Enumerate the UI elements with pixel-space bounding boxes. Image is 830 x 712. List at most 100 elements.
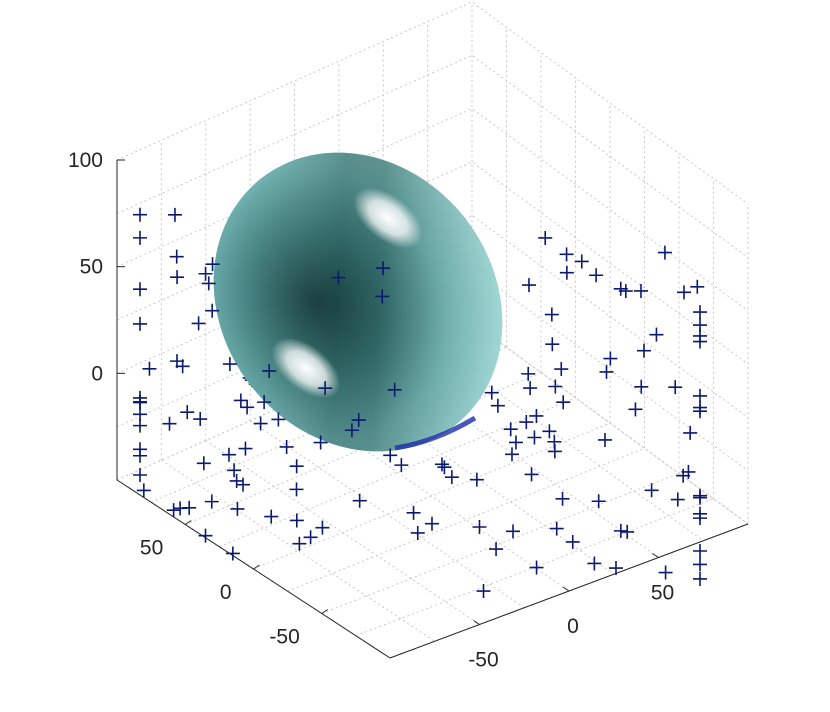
- scatter-point: [236, 477, 251, 492]
- scatter-point: [506, 524, 521, 539]
- scatter-point: [521, 366, 536, 381]
- scatter-point: [556, 395, 571, 410]
- y-tick-label: 50: [140, 537, 163, 560]
- scatter-point: [271, 412, 286, 427]
- scatter-point: [597, 432, 612, 447]
- y-tick: [184, 520, 192, 525]
- scatter-point: [690, 279, 705, 294]
- scatter-point: [222, 357, 237, 372]
- scatter-point: [620, 524, 635, 539]
- scatter-point: [313, 435, 328, 450]
- z-axis-tick-labels: 0 50 100: [68, 149, 103, 385]
- scatter-point: [559, 247, 574, 262]
- scatter-point: [693, 488, 707, 503]
- y-axis-tick-labels: -50 0 50: [140, 537, 300, 649]
- scatter-point: [169, 354, 184, 369]
- grid-line: [249, 420, 525, 609]
- scatter-point: [603, 351, 618, 366]
- scatter-point: [133, 316, 147, 331]
- scatter-point: [375, 289, 390, 304]
- scatter-point: [633, 283, 648, 298]
- scatter-point: [469, 472, 484, 487]
- scatter-point: [693, 557, 707, 572]
- scatter-point: [484, 385, 499, 400]
- grid-line: [116, 214, 749, 418]
- scatter-point: [668, 380, 683, 395]
- scatter-point: [198, 528, 213, 543]
- scatter-point: [555, 491, 570, 506]
- scatter-point: [180, 405, 195, 420]
- z-tick-label: 100: [68, 149, 103, 172]
- scatter-point: [693, 571, 707, 586]
- scatter-point: [318, 381, 333, 396]
- scatter-point: [437, 460, 452, 475]
- scatter-point: [225, 546, 240, 561]
- scatter-point: [221, 447, 236, 462]
- scatter-point: [162, 416, 177, 431]
- scatter-point: [591, 494, 606, 509]
- scatter-point: [649, 327, 664, 342]
- grid-line: [253, 422, 611, 570]
- scatter-point: [257, 395, 272, 410]
- scatter-point: [542, 424, 557, 439]
- scatter-point: [424, 516, 439, 531]
- scatter-point: [489, 542, 504, 557]
- scatter-point: [201, 276, 216, 291]
- scatter-point: [133, 395, 147, 410]
- grid-line: [287, 447, 645, 592]
- scatter-point: [233, 393, 248, 408]
- scatter-point: [657, 245, 672, 260]
- scatter-point: [227, 463, 242, 478]
- scatter-point: [693, 318, 707, 333]
- scatter-point: [599, 364, 614, 379]
- scatter-point: [133, 207, 147, 222]
- scatter-point: [264, 509, 279, 524]
- scatter-point: [549, 521, 564, 536]
- x-tick: [562, 586, 570, 592]
- scatter-point: [527, 430, 542, 445]
- y-tick: [321, 609, 329, 614]
- scatter-point: [529, 560, 544, 575]
- scatter-point: [142, 361, 157, 376]
- scatter-point: [352, 493, 367, 508]
- scatter-point: [490, 398, 505, 413]
- scatter-point: [634, 379, 649, 394]
- scatter-point: [693, 334, 707, 349]
- scatter-point: [538, 230, 553, 245]
- scatter-point: [476, 584, 491, 599]
- scatter-point: [279, 439, 294, 454]
- scatter-point: [133, 418, 147, 433]
- scatter-point: [677, 285, 692, 300]
- x-tick-label: 0: [567, 615, 579, 638]
- scatter-point: [613, 523, 628, 538]
- grid-line: [116, 268, 749, 472]
- grid-line: [471, 321, 749, 525]
- scatter-point: [521, 278, 536, 293]
- scatter-point: [670, 492, 685, 507]
- x-tick-label: 50: [651, 582, 674, 605]
- scatter-point: [434, 457, 449, 472]
- scatter-point: [444, 470, 459, 485]
- scatter-point: [240, 400, 255, 415]
- scatter-point: [376, 261, 391, 276]
- scatter-point: [387, 382, 402, 397]
- markers-front: [133, 207, 707, 599]
- scatter-point: [574, 254, 589, 269]
- scatter-point: [133, 468, 147, 483]
- scatter-point: [472, 519, 487, 534]
- ellipsoid-highlight-upper: [353, 187, 423, 249]
- x-tick-label: -50: [468, 649, 498, 672]
- grid-line: [116, 1, 749, 205]
- scatter-point: [587, 556, 602, 571]
- x-axis-tick-labels: -50 0 50: [468, 582, 674, 672]
- scatter-point: [303, 530, 318, 545]
- scatter-point: [548, 379, 563, 394]
- scatter-point: [547, 444, 562, 459]
- scatter-point: [230, 501, 245, 516]
- scatter-point: [693, 506, 707, 521]
- grid-line: [116, 108, 749, 312]
- scatter-point: [504, 447, 519, 462]
- scatter-point: [589, 268, 604, 283]
- scatter-point: [133, 282, 147, 297]
